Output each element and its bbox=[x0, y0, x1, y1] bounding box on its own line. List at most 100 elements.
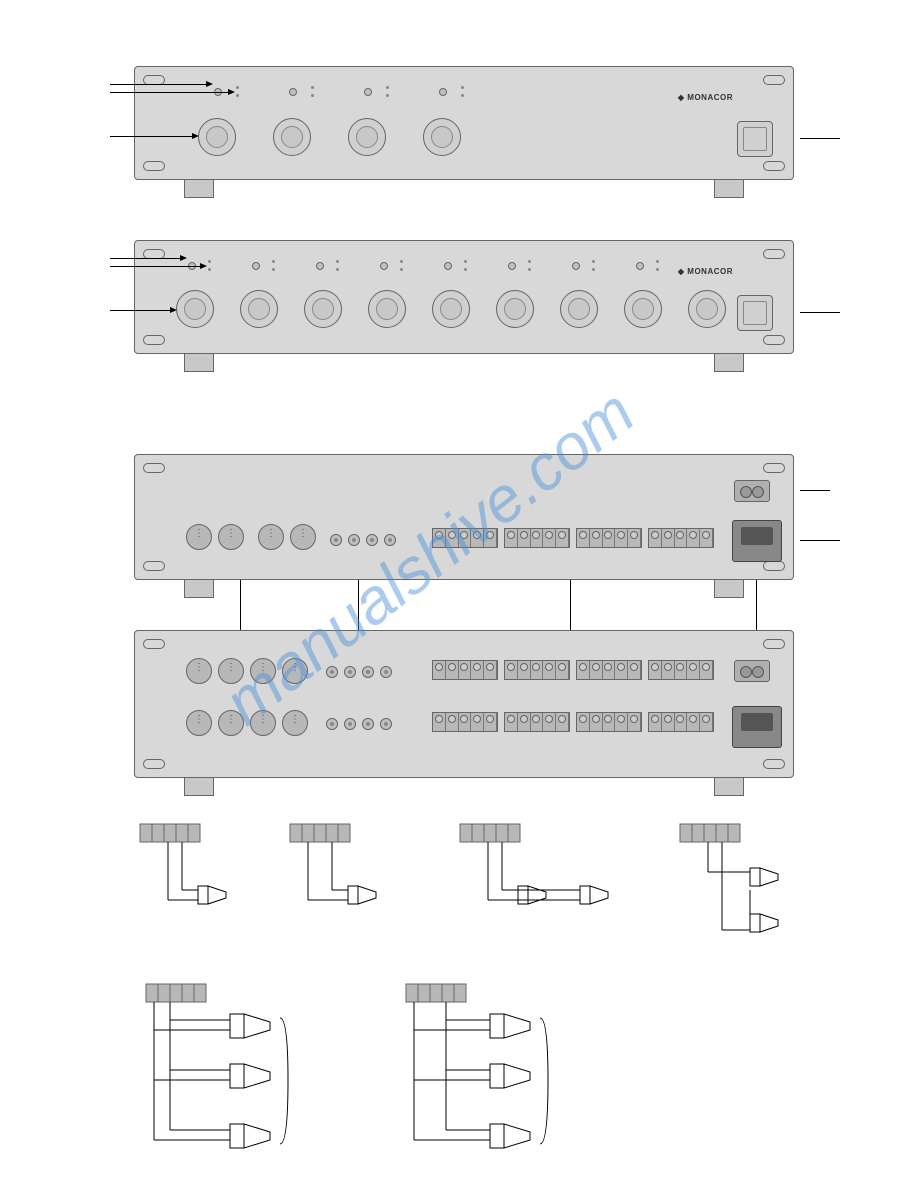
callout-line bbox=[240, 610, 241, 630]
speaker-terminal-3[interactable] bbox=[576, 528, 642, 548]
rca-1[interactable] bbox=[330, 534, 342, 546]
status-led bbox=[272, 260, 275, 263]
volume-knob-3[interactable] bbox=[304, 290, 342, 328]
foot bbox=[184, 580, 214, 598]
led bbox=[444, 262, 452, 270]
rca[interactable] bbox=[380, 666, 392, 678]
callout-line bbox=[240, 580, 241, 610]
volume-knob-1[interactable] bbox=[198, 118, 236, 156]
rca[interactable] bbox=[380, 718, 392, 730]
status-led bbox=[592, 268, 595, 271]
status-led bbox=[656, 268, 659, 271]
volume-knob-7[interactable] bbox=[560, 290, 598, 328]
xlr-input-4[interactable] bbox=[290, 524, 316, 550]
volume-knob-4[interactable] bbox=[423, 118, 461, 156]
rca[interactable] bbox=[362, 666, 374, 678]
volume-knob-1[interactable] bbox=[176, 290, 214, 328]
status-led bbox=[528, 260, 531, 263]
brand-label: MONACOR bbox=[678, 267, 733, 276]
callout-line bbox=[110, 136, 192, 137]
xlr-input-2[interactable] bbox=[218, 524, 244, 550]
mount-hole bbox=[143, 759, 165, 769]
rca[interactable] bbox=[326, 718, 338, 730]
mount-hole bbox=[763, 249, 785, 259]
volume-knob-6[interactable] bbox=[496, 290, 534, 328]
rca-2[interactable] bbox=[348, 534, 360, 546]
volume-knob-5[interactable] bbox=[432, 290, 470, 328]
wiring-b bbox=[290, 824, 376, 904]
speaker-terminal[interactable] bbox=[432, 712, 498, 732]
status-led bbox=[386, 86, 389, 89]
status-led bbox=[208, 268, 211, 271]
speaker-terminal[interactable] bbox=[648, 660, 714, 680]
speaker-terminal[interactable] bbox=[504, 660, 570, 680]
volume-knob-master[interactable] bbox=[688, 290, 726, 328]
speaker-terminal[interactable] bbox=[576, 660, 642, 680]
wiring-diagrams-row1 bbox=[130, 820, 810, 970]
xlr-input[interactable] bbox=[250, 658, 276, 684]
xlr-input-3[interactable] bbox=[258, 524, 284, 550]
status-led bbox=[272, 268, 275, 271]
volume-knob-2[interactable] bbox=[240, 290, 278, 328]
callout-line bbox=[756, 610, 757, 630]
rca[interactable] bbox=[326, 666, 338, 678]
mount-hole bbox=[763, 639, 785, 649]
rca[interactable] bbox=[344, 718, 356, 730]
wiring-f bbox=[406, 984, 548, 1148]
power-switch[interactable] bbox=[737, 295, 773, 331]
mount-hole bbox=[143, 463, 165, 473]
callout-line bbox=[570, 580, 571, 610]
rca[interactable] bbox=[362, 718, 374, 730]
dc-terminal[interactable] bbox=[734, 480, 770, 502]
foot bbox=[714, 778, 744, 796]
callout-line bbox=[110, 258, 180, 259]
brand-label: MONACOR bbox=[678, 93, 733, 102]
foot bbox=[714, 180, 744, 198]
status-led bbox=[336, 268, 339, 271]
mount-hole bbox=[763, 161, 785, 171]
wiring-a bbox=[140, 824, 226, 904]
callout-line bbox=[570, 610, 571, 630]
status-led bbox=[236, 94, 239, 97]
callout-line bbox=[110, 92, 228, 93]
xlr-input[interactable] bbox=[186, 658, 212, 684]
callout-line bbox=[800, 138, 840, 139]
led bbox=[572, 262, 580, 270]
xlr-input[interactable] bbox=[186, 710, 212, 736]
speaker-terminal-2[interactable] bbox=[504, 528, 570, 548]
speaker-terminal[interactable] bbox=[432, 660, 498, 680]
speaker-terminal[interactable] bbox=[504, 712, 570, 732]
callout-arrow bbox=[200, 263, 207, 269]
xlr-input[interactable] bbox=[218, 710, 244, 736]
speaker-terminal-1[interactable] bbox=[432, 528, 498, 548]
volume-knob-8[interactable] bbox=[624, 290, 662, 328]
xlr-input[interactable] bbox=[282, 658, 308, 684]
volume-knob-2[interactable] bbox=[273, 118, 311, 156]
speaker-terminal-4[interactable] bbox=[648, 528, 714, 548]
iec-mains-inlet[interactable] bbox=[732, 520, 782, 562]
status-led bbox=[656, 260, 659, 263]
xlr-input[interactable] bbox=[250, 710, 276, 736]
rca-4[interactable] bbox=[384, 534, 396, 546]
volume-knob-4[interactable] bbox=[368, 290, 406, 328]
power-switch[interactable] bbox=[737, 121, 773, 157]
mount-hole bbox=[143, 561, 165, 571]
led bbox=[508, 262, 516, 270]
speaker-terminal[interactable] bbox=[576, 712, 642, 732]
iec-mains-inlet[interactable] bbox=[732, 706, 782, 748]
xlr-input-1[interactable] bbox=[186, 524, 212, 550]
mount-hole bbox=[763, 335, 785, 345]
status-led bbox=[464, 268, 467, 271]
rear-panel-4ch bbox=[134, 454, 794, 580]
speaker-terminal[interactable] bbox=[648, 712, 714, 732]
dc-terminal[interactable] bbox=[734, 660, 770, 682]
rca-3[interactable] bbox=[366, 534, 378, 546]
callout-line bbox=[800, 490, 830, 491]
status-led bbox=[208, 260, 211, 263]
xlr-input[interactable] bbox=[218, 658, 244, 684]
volume-knob-3[interactable] bbox=[348, 118, 386, 156]
status-led bbox=[386, 94, 389, 97]
rca[interactable] bbox=[344, 666, 356, 678]
xlr-input[interactable] bbox=[282, 710, 308, 736]
mount-hole bbox=[143, 335, 165, 345]
